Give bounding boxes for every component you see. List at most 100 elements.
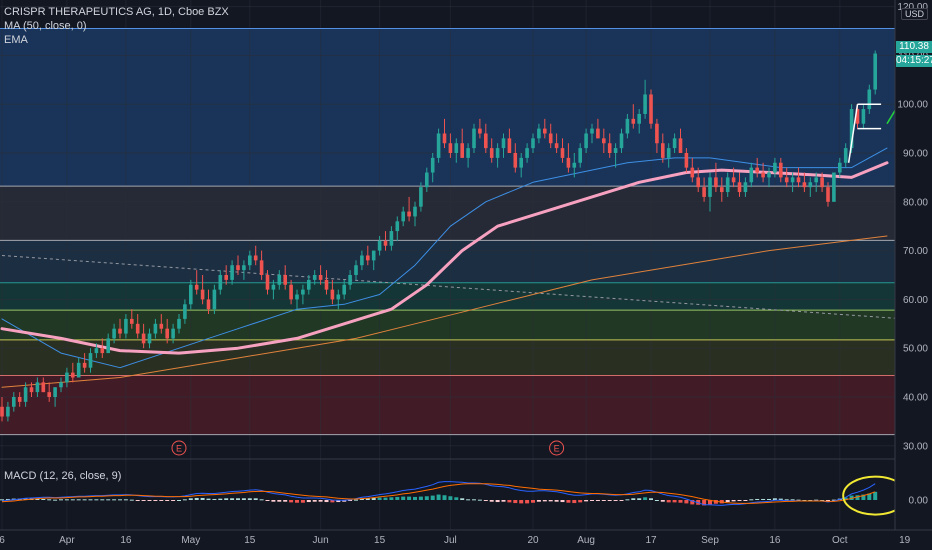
candle-body[interactable] (543, 128, 547, 134)
candle-body[interactable] (88, 353, 93, 368)
candle-body[interactable] (560, 148, 565, 158)
candle-body[interactable] (212, 289, 217, 310)
candle-body[interactable] (413, 206, 417, 217)
candle-body[interactable] (466, 148, 470, 158)
candle-body[interactable] (442, 133, 447, 144)
candle-body[interactable] (672, 138, 677, 149)
candle-body[interactable] (366, 255, 370, 261)
candle-body[interactable] (295, 294, 299, 300)
candle-body[interactable] (236, 265, 240, 271)
candle-body[interactable] (283, 275, 287, 285)
candle-body[interactable] (861, 109, 866, 124)
candle-body[interactable] (159, 323, 164, 329)
candle-body[interactable] (147, 333, 152, 344)
candle-body[interactable] (678, 138, 683, 153)
dashed-trend-line[interactable] (1, 254, 905, 320)
candle-body[interactable] (708, 177, 712, 197)
candle-body[interactable] (124, 318, 128, 334)
candle-body[interactable] (224, 275, 228, 280)
candle-body[interactable] (94, 348, 99, 354)
candle-body[interactable] (448, 143, 453, 153)
candle-body[interactable] (342, 284, 346, 295)
candle-body[interactable] (489, 148, 494, 158)
candle-body[interactable] (230, 265, 234, 280)
candle-body[interactable] (100, 348, 105, 354)
candle-body[interactable] (23, 387, 28, 402)
candle-body[interactable] (484, 133, 488, 149)
candle-body[interactable] (153, 323, 158, 334)
candle-body[interactable] (389, 231, 394, 246)
candle-body[interactable] (767, 172, 771, 178)
flag-pattern-line[interactable] (847, 104, 859, 163)
candle-body[interactable] (843, 148, 848, 163)
candle-body[interactable] (596, 128, 600, 139)
candle-body[interactable] (348, 275, 352, 285)
candle-body[interactable] (554, 143, 559, 149)
candle-body[interactable] (41, 382, 46, 393)
candle-body[interactable] (519, 157, 523, 168)
candle-body[interactable] (206, 299, 211, 310)
candle-body[interactable] (271, 284, 276, 290)
candle-body[interactable] (548, 133, 553, 144)
candle-body[interactable] (141, 333, 146, 344)
candle-body[interactable] (183, 304, 187, 319)
candle-body[interactable] (590, 128, 594, 134)
candle-body[interactable] (531, 138, 535, 149)
candle-body[interactable] (106, 338, 110, 354)
candle-body[interactable] (336, 294, 341, 300)
candle-body[interactable] (578, 148, 582, 163)
candle-body[interactable] (0, 406, 4, 417)
candle-body[interactable] (318, 275, 323, 280)
candle-body[interactable] (112, 328, 116, 339)
candle-body[interactable] (731, 177, 736, 183)
price-axis[interactable] (895, 0, 932, 530)
candle-body[interactable] (737, 182, 742, 193)
candle-body[interactable] (12, 397, 16, 407)
candle-body[interactable] (177, 318, 181, 329)
candle-body[interactable] (218, 275, 223, 290)
candle-body[interactable] (690, 167, 695, 178)
macd-legend[interactable]: MACD (12, 26, close, 9) (4, 470, 122, 482)
candle-body[interactable] (265, 275, 270, 290)
candle-body[interactable] (53, 387, 57, 397)
candle-body[interactable] (118, 328, 122, 334)
candle-body[interactable] (749, 167, 754, 183)
candle-body[interactable] (743, 182, 748, 193)
candle-body[interactable] (277, 275, 282, 285)
candle-body[interactable] (478, 128, 482, 134)
candle-body[interactable] (714, 177, 718, 188)
macd-signal-line[interactable] (1, 483, 876, 504)
candle-body[interactable] (47, 392, 51, 397)
candle-body[interactable] (849, 109, 854, 149)
candle-body[interactable] (354, 265, 358, 275)
candle-body[interactable] (371, 250, 376, 261)
candle-body[interactable] (360, 255, 364, 266)
candle-body[interactable] (655, 123, 659, 144)
candle-body[interactable] (130, 318, 134, 324)
candle-body[interactable] (17, 397, 22, 402)
candle-body[interactable] (566, 157, 571, 168)
candle-body[interactable] (377, 240, 382, 251)
candle-body[interactable] (395, 221, 400, 232)
candle-body[interactable] (248, 255, 252, 266)
currency-label[interactable]: USD (900, 8, 928, 20)
time-axis[interactable] (0, 530, 932, 550)
candle-body[interactable] (71, 372, 75, 378)
symbol-legend[interactable]: CRISPR THERAPEUTICS AG, 1D, Cboe BZX (4, 6, 229, 18)
candle-body[interactable] (696, 177, 700, 188)
candle-body[interactable] (200, 289, 205, 300)
candle-body[interactable] (607, 143, 612, 153)
candle-body[interactable] (425, 172, 429, 188)
moving-average-line[interactable] (1, 147, 888, 369)
candle-body[interactable] (808, 182, 813, 188)
candle-body[interactable] (867, 89, 872, 110)
candle-body[interactable] (873, 53, 877, 90)
candle-body[interactable] (507, 138, 512, 153)
candle-body[interactable] (307, 279, 311, 290)
candle-body[interactable] (330, 289, 335, 300)
macd-line[interactable] (1, 481, 876, 506)
candle-body[interactable] (454, 143, 459, 153)
candle-body[interactable] (242, 265, 246, 271)
candle-body[interactable] (755, 167, 759, 173)
